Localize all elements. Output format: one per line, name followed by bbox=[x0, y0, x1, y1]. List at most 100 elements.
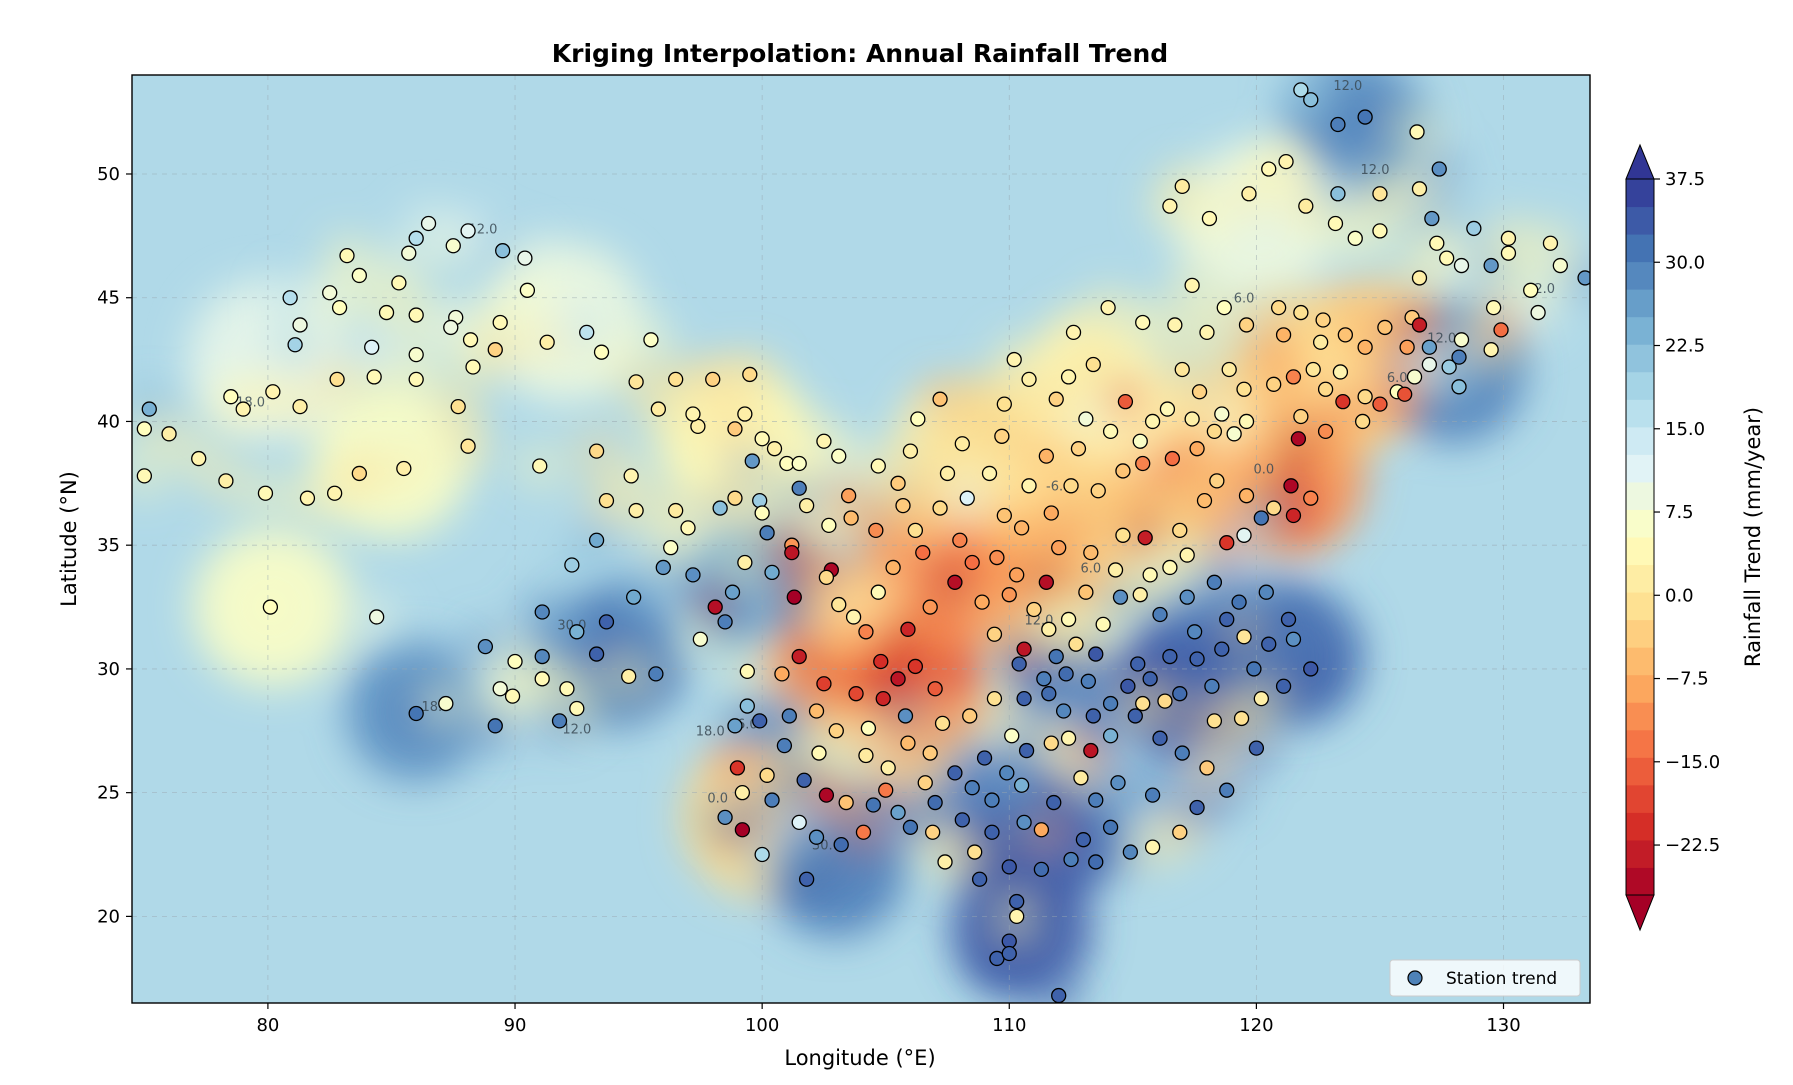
station-point bbox=[1063, 478, 1079, 494]
station-point bbox=[976, 750, 993, 766]
station-point bbox=[1073, 770, 1089, 786]
station-point bbox=[833, 836, 849, 853]
colorbar-ticks: 37.5 30.0 22.5 15.0 7.5 0.0 −7.5 −15.0 −22.5 bbox=[1654, 169, 1720, 856]
station-point bbox=[1048, 648, 1064, 665]
station-point bbox=[791, 648, 807, 665]
station-point bbox=[391, 275, 407, 291]
station-point bbox=[1001, 859, 1017, 875]
station-point bbox=[1060, 611, 1077, 628]
station-point bbox=[996, 507, 1012, 524]
station-point bbox=[1236, 629, 1252, 645]
station-point bbox=[754, 846, 770, 863]
station-point bbox=[828, 723, 844, 739]
station-point bbox=[1130, 656, 1146, 672]
station-markers bbox=[136, 82, 1590, 1003]
station-point bbox=[517, 250, 533, 266]
station-point bbox=[984, 824, 1000, 840]
station-point bbox=[1483, 257, 1499, 274]
station-point bbox=[623, 468, 639, 484]
station-point bbox=[989, 549, 1005, 566]
station-point bbox=[925, 824, 941, 840]
station-point bbox=[1409, 124, 1425, 140]
station-point bbox=[922, 745, 938, 761]
station-point bbox=[1137, 530, 1153, 546]
station-point bbox=[947, 765, 963, 781]
station-point bbox=[692, 631, 709, 647]
station-point bbox=[996, 396, 1012, 412]
colorbar-band bbox=[1626, 371, 1654, 400]
station-point bbox=[818, 787, 835, 803]
station-point bbox=[791, 814, 807, 830]
station-point bbox=[1189, 651, 1205, 667]
station-point bbox=[265, 384, 281, 400]
station-point bbox=[655, 559, 671, 576]
station-point bbox=[287, 337, 303, 353]
station-point bbox=[136, 468, 153, 484]
station-point bbox=[705, 371, 721, 388]
station-point bbox=[1179, 547, 1195, 563]
station-point bbox=[1285, 369, 1302, 385]
x-axis-ticks: 80 90 100 110 120 130 bbox=[256, 1003, 1521, 1036]
station-point bbox=[1009, 567, 1025, 583]
station-point bbox=[401, 245, 417, 261]
colorbar-band bbox=[1626, 316, 1654, 345]
station-point bbox=[1330, 186, 1346, 202]
station-point bbox=[937, 854, 953, 870]
station-point bbox=[487, 342, 503, 358]
station-point bbox=[727, 490, 743, 506]
station-point bbox=[1248, 740, 1265, 756]
station-point bbox=[532, 458, 548, 474]
station-point bbox=[902, 819, 919, 835]
station-point bbox=[808, 703, 825, 719]
station-point bbox=[408, 230, 424, 246]
field-center bbox=[1176, 143, 1337, 304]
station-point bbox=[685, 567, 701, 583]
station-point bbox=[897, 708, 914, 724]
station-point bbox=[759, 767, 775, 783]
station-point bbox=[1083, 742, 1099, 759]
station-point bbox=[420, 215, 437, 232]
station-point bbox=[1110, 775, 1126, 791]
station-point bbox=[865, 797, 882, 813]
station-point bbox=[1206, 423, 1223, 440]
station-point bbox=[1172, 686, 1188, 702]
station-point bbox=[1411, 317, 1428, 333]
station-point bbox=[1018, 742, 1035, 759]
station-point bbox=[959, 490, 975, 506]
station-point bbox=[796, 772, 812, 788]
contour-label: 6.0 bbox=[1234, 292, 1255, 307]
station-point bbox=[1016, 814, 1032, 830]
station-point bbox=[1174, 745, 1190, 761]
colorbar-band bbox=[1626, 234, 1654, 263]
contour-label: 0.0 bbox=[707, 792, 728, 807]
station-point bbox=[1033, 822, 1050, 838]
station-point bbox=[1122, 844, 1139, 860]
y-tick-label: 35 bbox=[97, 535, 120, 556]
station-point bbox=[1090, 483, 1106, 499]
station-point bbox=[1298, 198, 1314, 214]
colorbar-band bbox=[1626, 261, 1654, 290]
station-point bbox=[668, 502, 684, 519]
station-point bbox=[739, 663, 755, 680]
station-point bbox=[1011, 656, 1027, 672]
station-point bbox=[1016, 690, 1032, 707]
station-point bbox=[907, 658, 924, 675]
station-point bbox=[408, 371, 424, 388]
station-point bbox=[1115, 463, 1131, 479]
station-point bbox=[1041, 686, 1057, 702]
station-point bbox=[598, 492, 615, 509]
colorbar-band bbox=[1626, 426, 1654, 455]
station-point bbox=[621, 668, 637, 684]
colorbar-tick-label: −22.5 bbox=[1665, 835, 1720, 856]
station-point bbox=[1174, 361, 1190, 378]
colorbar-bottom-extend bbox=[1625, 894, 1655, 932]
station-point bbox=[902, 443, 919, 459]
station-point bbox=[551, 713, 568, 729]
station-point bbox=[1397, 386, 1413, 402]
station-point bbox=[1009, 893, 1025, 910]
station-point bbox=[838, 794, 854, 811]
station-point bbox=[465, 359, 481, 375]
colorbar-tick-label: 7.5 bbox=[1665, 502, 1694, 523]
station-point bbox=[1132, 587, 1148, 603]
